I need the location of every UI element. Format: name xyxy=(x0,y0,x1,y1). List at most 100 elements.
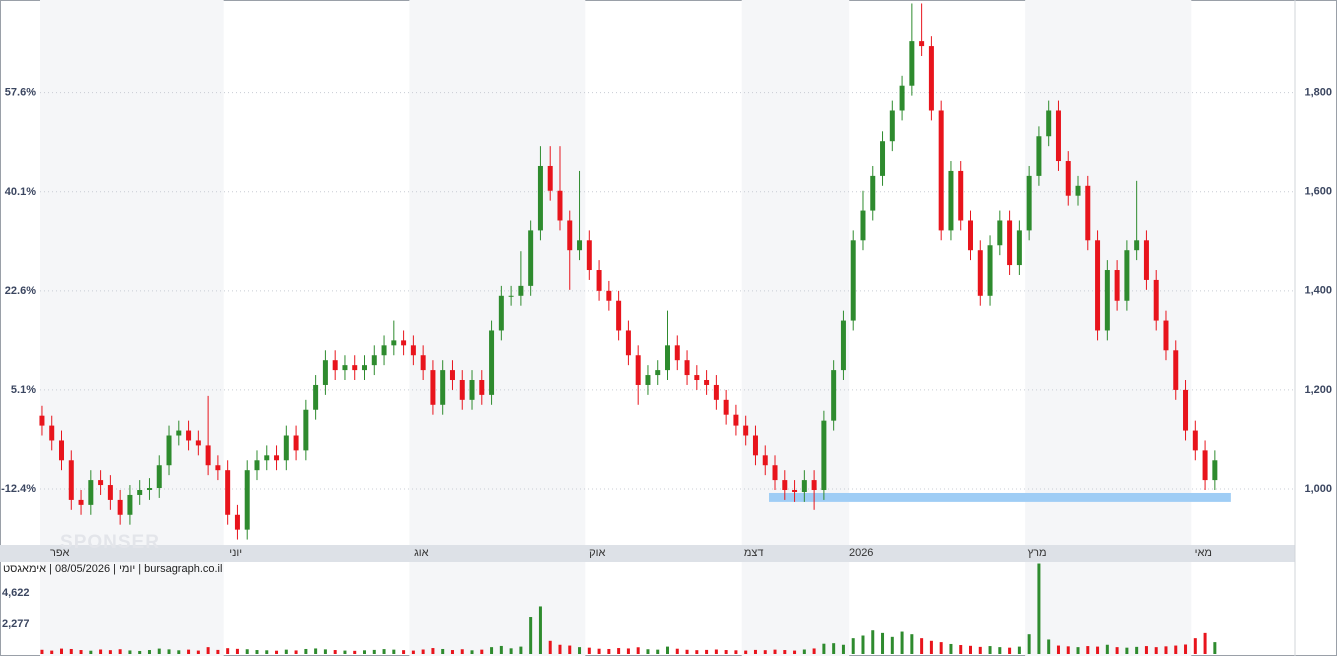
volume-bar xyxy=(431,648,435,654)
volume-bar xyxy=(509,648,513,654)
volume-bar xyxy=(968,645,972,654)
x-tick-label: אפר xyxy=(50,547,70,559)
y-tick-label: 1,600 xyxy=(1304,186,1332,198)
candle-body xyxy=(850,240,856,321)
x-tick-label: יוני xyxy=(229,547,242,559)
candle-body xyxy=(889,110,895,142)
candle-body xyxy=(743,425,749,436)
candle-body xyxy=(557,190,563,221)
candle-body xyxy=(332,360,338,371)
candle-body xyxy=(489,330,495,395)
candle-body xyxy=(440,370,446,405)
candle-body xyxy=(655,370,661,376)
volume-bar xyxy=(920,638,924,654)
candle-body xyxy=(391,340,397,346)
candle-body xyxy=(59,440,65,461)
candle-body xyxy=(616,300,622,331)
volume-bar xyxy=(1066,646,1070,654)
x-tick-label: דצמ xyxy=(744,547,764,559)
volume-bar xyxy=(1125,647,1129,654)
volume-bar xyxy=(1027,634,1031,654)
support-zone xyxy=(769,492,1231,502)
volume-bar xyxy=(89,650,93,654)
candle-body xyxy=(528,230,534,286)
candle-body xyxy=(1085,185,1091,241)
volume-bar xyxy=(40,649,44,654)
candle-body xyxy=(410,345,416,356)
x-tick-label: אוג xyxy=(414,547,429,559)
candle-body xyxy=(948,170,954,231)
volume-bar xyxy=(323,649,327,654)
axis-labels: אפר יוני אוג אוק דצמ 2026 מרץ מאי 1,000 1,200 1,40… xyxy=(1,87,1332,630)
candle-body xyxy=(1173,350,1179,390)
y-tick-label: 1,400 xyxy=(1304,285,1332,297)
candle-body xyxy=(1036,136,1042,176)
volume-bar xyxy=(402,650,406,654)
volume-bar xyxy=(871,630,875,654)
candle-body xyxy=(401,340,407,346)
volume-bar xyxy=(69,648,73,654)
volume-bar xyxy=(441,648,445,654)
candle-body xyxy=(840,320,846,371)
volume-bar xyxy=(568,645,572,654)
candle-body xyxy=(537,165,543,231)
volume-bar xyxy=(832,643,836,654)
candle-body xyxy=(870,175,876,211)
candle-body xyxy=(1202,450,1208,481)
candle-body xyxy=(430,370,436,405)
candle-body xyxy=(1065,161,1071,196)
volume-bar xyxy=(138,650,142,654)
candle-body xyxy=(909,41,915,86)
candle-body xyxy=(137,490,143,495)
candle-body xyxy=(704,380,710,385)
volume-bar xyxy=(812,648,816,654)
candle-body xyxy=(1153,279,1159,321)
candle-body xyxy=(665,345,670,371)
candle-body xyxy=(782,480,788,491)
volume-bar xyxy=(60,648,64,654)
volume-bar xyxy=(499,645,503,654)
volume-bar xyxy=(490,647,494,654)
candle-body xyxy=(586,240,592,271)
x-tick-label: מרץ xyxy=(1028,547,1047,559)
volume-bar xyxy=(1076,647,1080,654)
volume-bar xyxy=(617,648,621,654)
candle-body xyxy=(635,355,641,385)
candle-body xyxy=(606,290,612,301)
candle-body xyxy=(381,345,387,356)
candle-body xyxy=(303,409,309,451)
volume-bar xyxy=(216,649,220,654)
volume-bar xyxy=(265,650,269,654)
volume-bar xyxy=(656,649,660,654)
volume-bar xyxy=(949,643,953,654)
candle-body xyxy=(39,415,45,426)
candle-body xyxy=(195,440,201,446)
volume-bar xyxy=(597,648,601,654)
y-tick-label: 1,000 xyxy=(1304,483,1332,495)
candle-body xyxy=(498,295,504,331)
volume-bar xyxy=(411,650,415,654)
candle-body xyxy=(156,465,162,489)
volume-bar xyxy=(343,650,347,654)
candle-body xyxy=(967,220,973,251)
volume-bar xyxy=(1008,647,1012,654)
candle-body xyxy=(508,295,514,297)
volume-bar xyxy=(578,647,582,654)
candle-body xyxy=(176,430,182,436)
candle-body xyxy=(596,270,602,291)
volume-bar xyxy=(802,649,806,654)
volume-bar xyxy=(998,647,1002,654)
candle-body xyxy=(215,465,221,471)
candle-body xyxy=(860,210,866,241)
candle-body xyxy=(997,220,1003,246)
candle-body xyxy=(146,488,152,491)
volume-bar xyxy=(1017,646,1021,654)
volume-bar xyxy=(705,649,709,654)
candle-body xyxy=(928,46,934,111)
volume-bar xyxy=(851,638,855,654)
volume-bar xyxy=(333,650,337,654)
candle-body xyxy=(293,435,299,451)
candle-body xyxy=(694,375,700,381)
volume-bar xyxy=(1193,638,1197,654)
